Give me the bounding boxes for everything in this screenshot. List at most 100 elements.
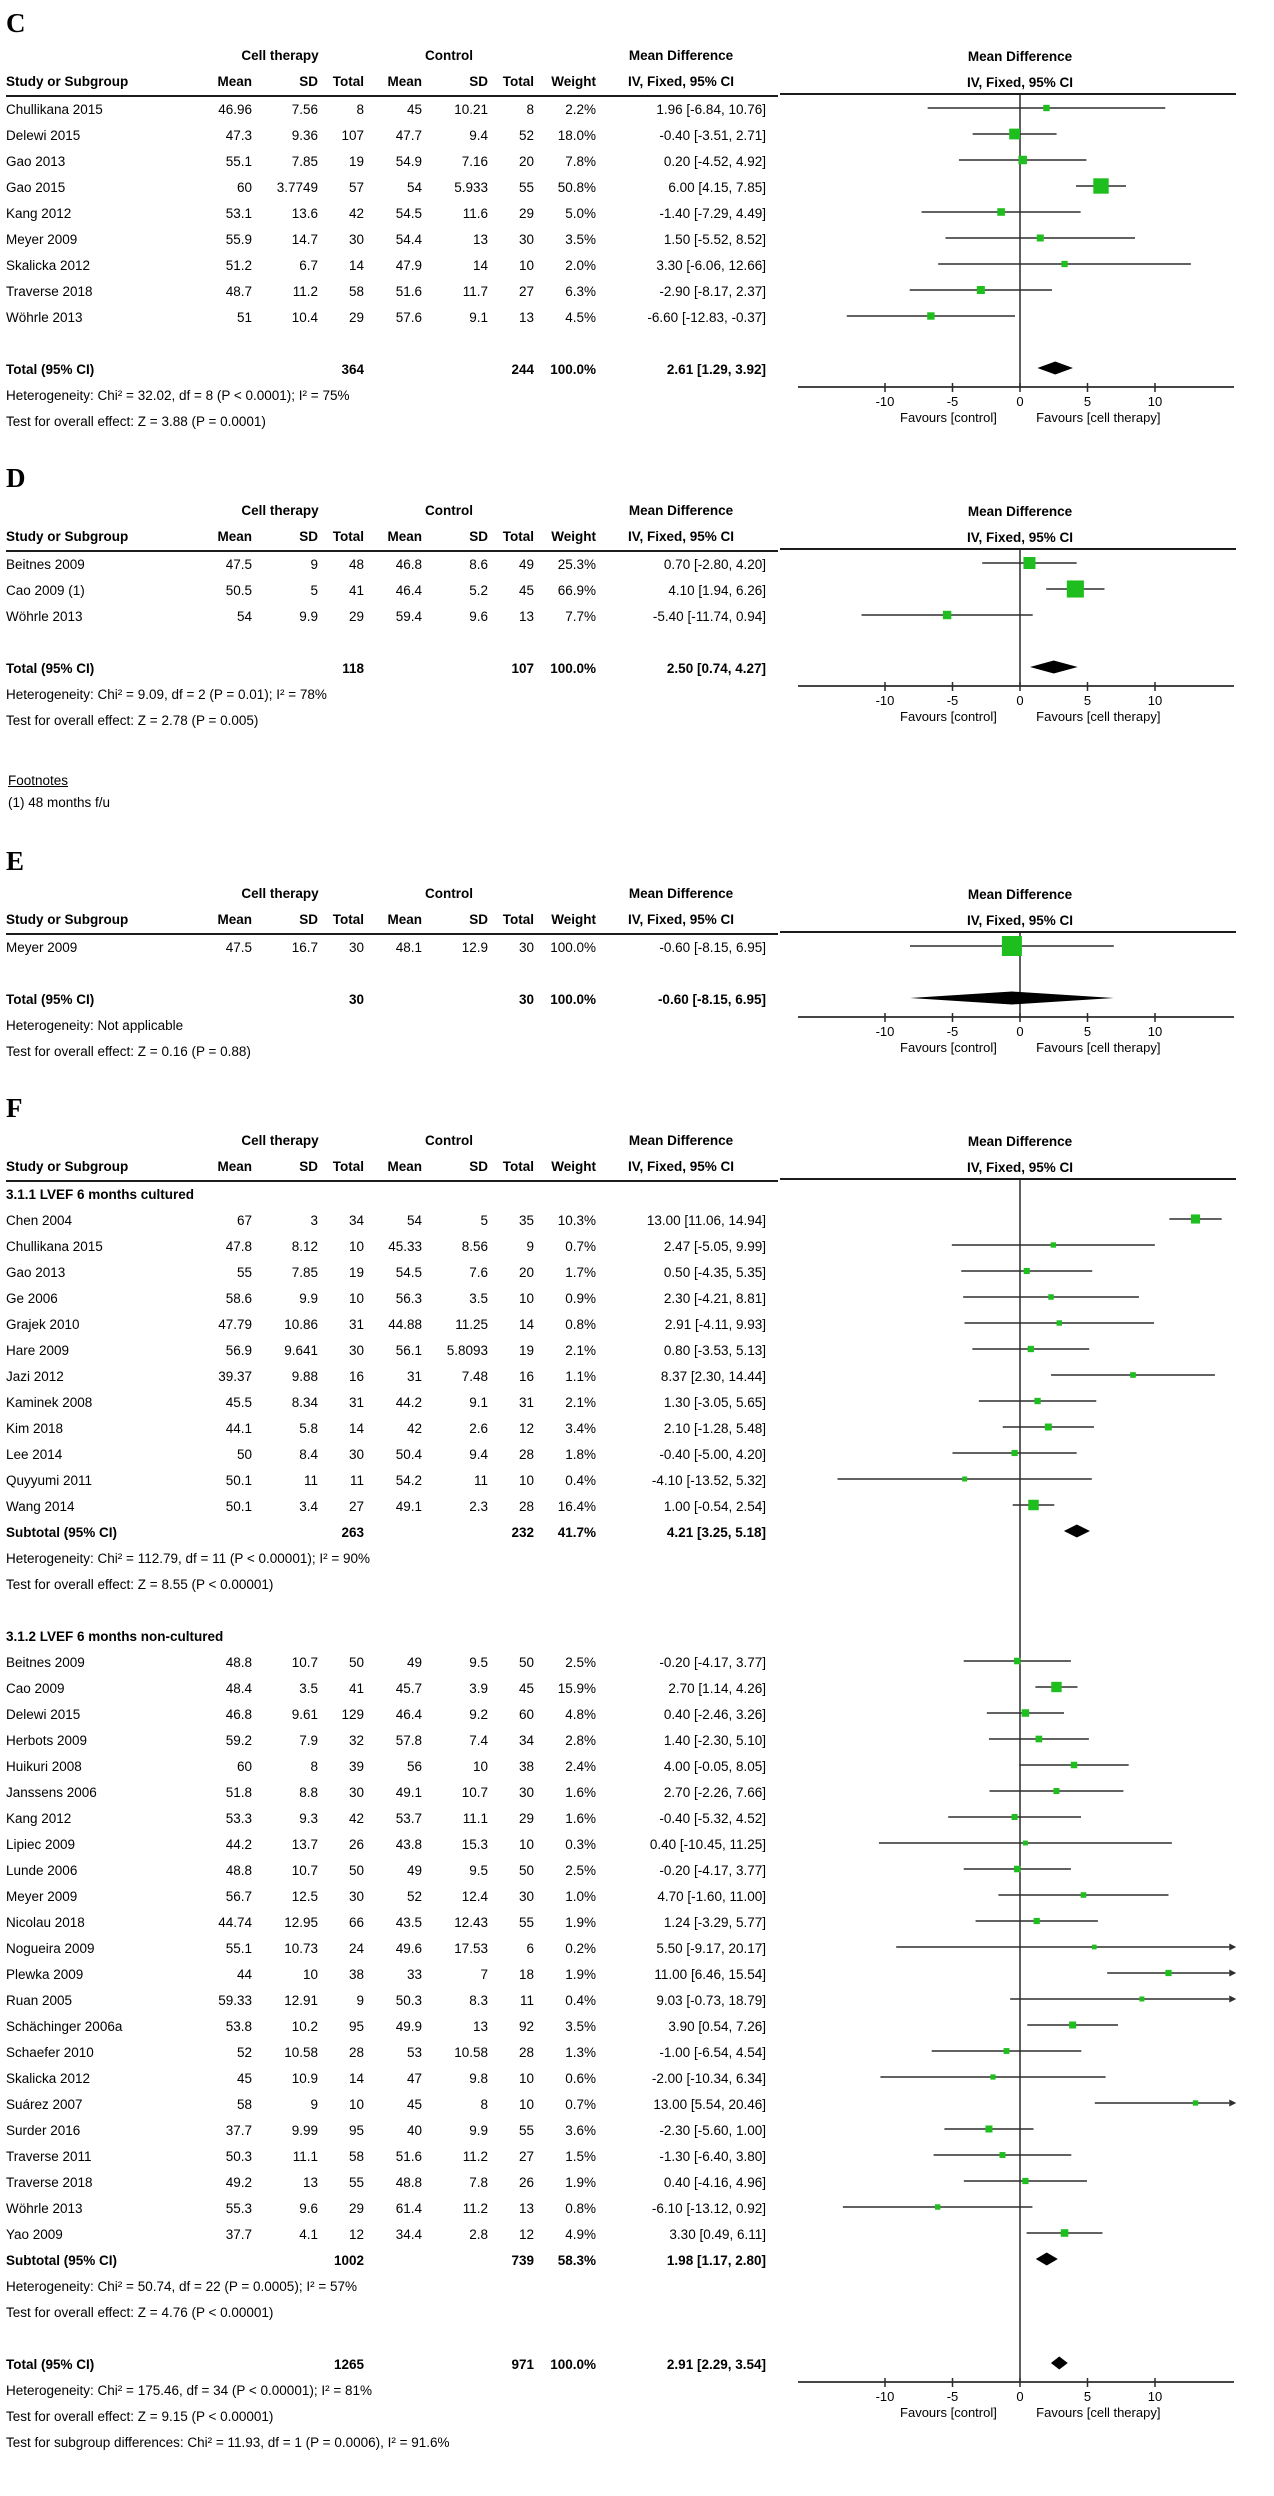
c-sd: 9.9: [469, 2123, 488, 2138]
study-row: Lee 2014 50 8.4 30 50.4 9.4 28 1.8% -0.40 [-5.00…: [6, 1442, 778, 1468]
ct-sd: 10.7: [291, 1863, 318, 1878]
ct-total: 19: [348, 1265, 364, 1280]
effect-square: [1021, 1709, 1030, 1717]
weight-value: 7.7%: [565, 609, 596, 624]
stats-note-row: Test for overall effect: Z = 0.16 (P = 0…: [6, 1039, 778, 1065]
ct-total: 32: [348, 1733, 364, 1748]
ct-sd: 10.73: [284, 1941, 318, 1956]
ct-sd: 9.641: [284, 1343, 318, 1358]
ct-sd: 8.12: [291, 1239, 318, 1254]
study-name: Janssens 2006: [6, 1785, 97, 1800]
weight-value: 10.3%: [557, 1213, 596, 1228]
weight-value: 3.4%: [565, 1421, 596, 1436]
ci-text: -1.00 [-6.54, 4.54]: [659, 2045, 766, 2060]
ct-total: 95: [348, 2019, 364, 2034]
study-row: Chen 2004 67 3 34 54 5 35 10.3% 13.00 [11.06, 14…: [6, 1208, 778, 1234]
total-n1: 30: [348, 992, 364, 1007]
weight-value: 1.5%: [565, 2149, 596, 2164]
stats-note: Test for overall effect: Z = 3.88 (P = 0…: [6, 414, 266, 429]
effect-square: [1033, 1917, 1040, 1925]
column-header-row: Study or Subgroup Mean SD Total Mean SD Total W…: [6, 524, 778, 552]
study-row: Herbots 2009 59.2 7.9 32 57.8 7.4 34 2.8% 1.40 […: [6, 1728, 778, 1754]
c-mean: 43.5: [395, 1915, 422, 1930]
ct-total: 27: [348, 1499, 364, 1514]
c-mean: 45: [406, 2097, 422, 2112]
study-name: Nicolau 2018: [6, 1915, 85, 1930]
axis-tick-label: 0: [1016, 693, 1023, 708]
effect-square: [962, 1476, 968, 1482]
study-name: Kang 2012: [6, 206, 72, 221]
blank-row: [6, 630, 778, 656]
c-total: 14: [518, 1317, 534, 1332]
study-row: Grajek 2010 47.79 10.86 31 44.88 11.25 14 0.8% 2…: [6, 1312, 778, 1338]
study-name: Chen 2004: [6, 1213, 73, 1228]
group-header-row: Cell therapy Control Mean Difference: [6, 1128, 778, 1154]
ct-total: 30: [348, 1447, 364, 1462]
ct-mean: 54: [236, 609, 252, 624]
axis-tick-label: 5: [1084, 394, 1091, 409]
ct-mean: 51.2: [225, 258, 252, 273]
sd2-col-header: SD: [469, 1159, 488, 1174]
weight-value: 0.7%: [565, 2097, 596, 2112]
c-mean: 45.7: [395, 1681, 422, 1696]
favours-right-label: Favours [cell therapy]: [1036, 1040, 1160, 1055]
c-mean: 49.1: [395, 1785, 422, 1800]
stats-note-row: Heterogeneity: Not applicable: [6, 1013, 778, 1039]
total-diamond: [1037, 361, 1073, 375]
effect-square: [942, 610, 952, 620]
ct-total: 9: [356, 1993, 364, 2008]
c-total: 27: [518, 284, 534, 299]
study-col-header: Study or Subgroup: [6, 529, 129, 544]
ci-text: -2.30 [-5.60, 1.00]: [659, 2123, 766, 2138]
effect-header: Mean Difference: [628, 503, 734, 518]
c-sd: 2.8: [469, 2227, 488, 2242]
ci-text: 2.47 [-5.05, 9.99]: [663, 1239, 766, 1254]
total-label: Subtotal (95% CI): [6, 2253, 118, 2268]
column-header-row: Study or Subgroup Mean SD Total Mean SD Total W…: [6, 1154, 778, 1182]
weight-value: 6.3%: [565, 284, 596, 299]
ct-mean: 49.2: [225, 2175, 252, 2190]
ct-total: 42: [348, 206, 364, 221]
axis-tick-label: -10: [876, 693, 895, 708]
c-sd: 3.5: [469, 1291, 488, 1306]
axis-tick-label: 5: [1084, 693, 1091, 708]
ct-total: 58: [348, 284, 364, 299]
effect-square: [1061, 260, 1068, 268]
c-sd: 11.2: [462, 2149, 488, 2164]
ci-text: -5.40 [-11.74, 0.94]: [652, 609, 766, 624]
study-name: Gao 2015: [6, 180, 66, 195]
ct-total: 26: [348, 1837, 364, 1852]
method-col-header: IV, Fixed, 95% CI: [627, 529, 735, 544]
ct-sd: 10: [302, 1967, 318, 1982]
c-total: 35: [518, 1213, 534, 1228]
effect-square: [985, 2125, 993, 2133]
effect-header: Mean Difference: [628, 1133, 734, 1148]
c-sd: 7.48: [461, 1369, 488, 1384]
study-name: Suárez 2007: [6, 2097, 83, 2112]
study-name: Lee 2014: [6, 1447, 63, 1462]
ct-mean: 52: [236, 2045, 252, 2060]
ct-sd: 13.6: [291, 206, 318, 221]
ct-sd: 9.9: [299, 1291, 318, 1306]
panel-body: Cell therapy Control Mean Difference Study …: [6, 43, 1246, 447]
weight-value: 4.9%: [565, 2227, 596, 2242]
ct-total: 50: [348, 1863, 364, 1878]
ct-mean: 56.9: [225, 1343, 252, 1358]
study-name: Beitnes 2009: [6, 1655, 85, 1670]
study-row: Surder 2016 37.7 9.99 95 40 9.9 55 3.6% -2.30 [-…: [6, 2118, 778, 2144]
effect-square: [1190, 1214, 1201, 1224]
ci-text: 2.91 [-4.11, 9.93]: [664, 1317, 766, 1332]
study-name: Wöhrle 2013: [6, 310, 83, 325]
c-total: 60: [518, 1707, 534, 1722]
effect-square: [1036, 234, 1044, 242]
ci-text: -0.40 [-5.32, 4.52]: [659, 1811, 766, 1826]
group1-header: Cell therapy: [241, 48, 319, 63]
effect-square: [1050, 1242, 1057, 1248]
stats-note-row: Heterogeneity: Chi² = 112.79, df = 11 (P…: [6, 1546, 778, 1572]
c-total: 13: [518, 310, 534, 325]
ct-sd: 14.7: [291, 232, 318, 247]
c-total: 34: [518, 1733, 534, 1748]
total-row: Subtotal (95% CI) 263 232 41.7% 4.21 [3.25, …: [6, 1520, 778, 1546]
ci-text: 13.00 [5.54, 20.46]: [653, 2097, 766, 2112]
c-total: 45: [518, 1681, 534, 1696]
